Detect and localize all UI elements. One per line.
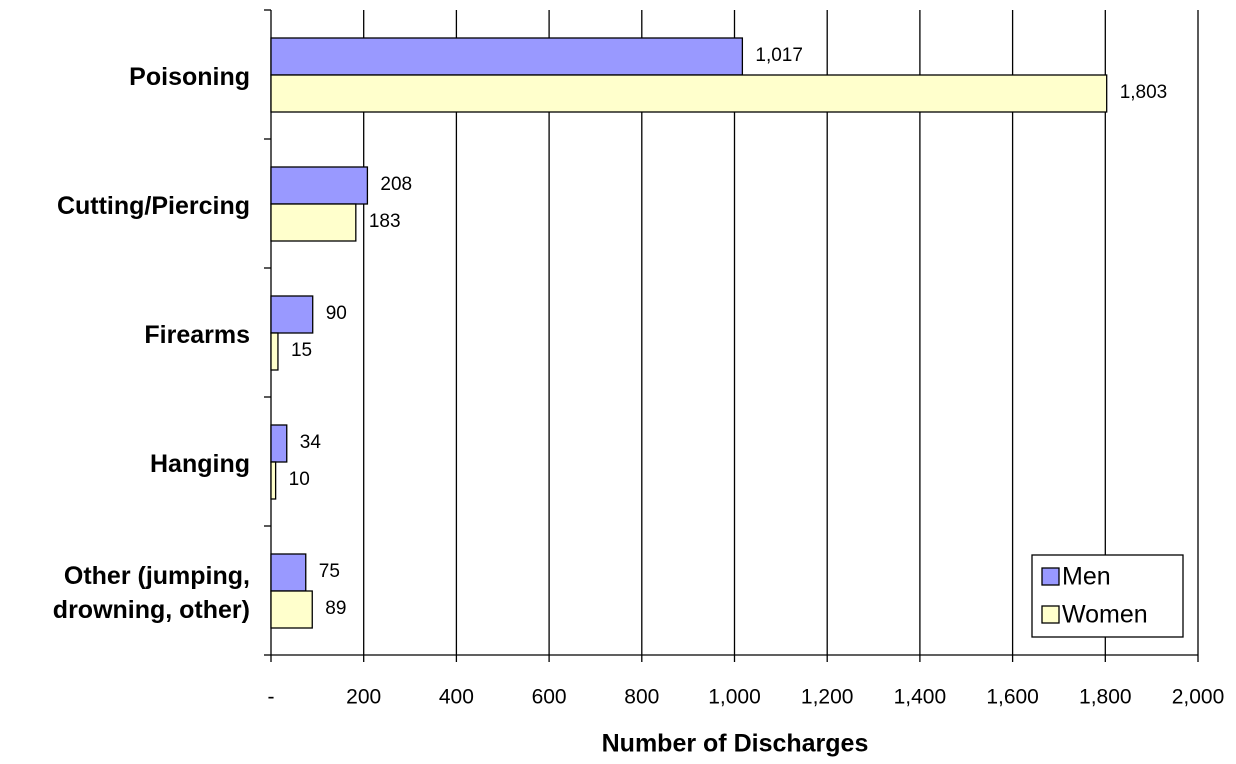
- data-label: 90: [326, 303, 347, 324]
- y-tick-label: Poisoning: [129, 62, 250, 91]
- x-tick-label: 1,600: [986, 686, 1039, 709]
- data-label: 208: [380, 174, 412, 195]
- bar: [270, 461, 277, 500]
- data-label: 34: [300, 432, 322, 453]
- bar: [270, 424, 288, 463]
- x-tick-label: 800: [624, 686, 659, 709]
- data-label: 89: [325, 598, 346, 619]
- bar: [270, 332, 279, 371]
- legend-label: Men: [1062, 563, 1111, 591]
- x-tick-label: 1,000: [708, 686, 761, 709]
- x-tick-label: 600: [532, 686, 567, 709]
- x-tick-label: -: [268, 686, 275, 709]
- data-label: 1,017: [755, 45, 803, 66]
- bar: [270, 590, 313, 629]
- data-label: 183: [369, 211, 401, 232]
- x-tick-label: 1,400: [894, 686, 947, 709]
- y-tick-label: Hanging: [150, 449, 250, 478]
- bar: [270, 166, 369, 205]
- bar: [270, 203, 357, 242]
- bar: [270, 37, 744, 76]
- y-tick-label: Other (jumping, drowning, other): [52, 561, 250, 624]
- x-tick-label: 1,800: [1079, 686, 1132, 709]
- x-tick-label: 400: [439, 686, 474, 709]
- x-axis-title: Number of Discharges: [602, 730, 869, 758]
- x-tick-label: 200: [346, 686, 381, 709]
- x-tick-label: 1,200: [801, 686, 854, 709]
- y-tick-label: Cutting/Piercing: [56, 191, 250, 220]
- y-tick-label: Firearms: [144, 320, 250, 349]
- bar: [270, 295, 314, 334]
- data-label: 75: [319, 561, 340, 582]
- data-label: 1,803: [1120, 82, 1168, 103]
- legend-swatch: [1041, 605, 1060, 624]
- data-label: 10: [289, 469, 310, 490]
- legend-label: Women: [1062, 601, 1148, 629]
- x-tick-label: 2,000: [1172, 686, 1225, 709]
- legend-swatch: [1041, 567, 1060, 586]
- bar: [270, 74, 1108, 113]
- bar: [270, 553, 307, 592]
- data-label: 15: [291, 340, 312, 361]
